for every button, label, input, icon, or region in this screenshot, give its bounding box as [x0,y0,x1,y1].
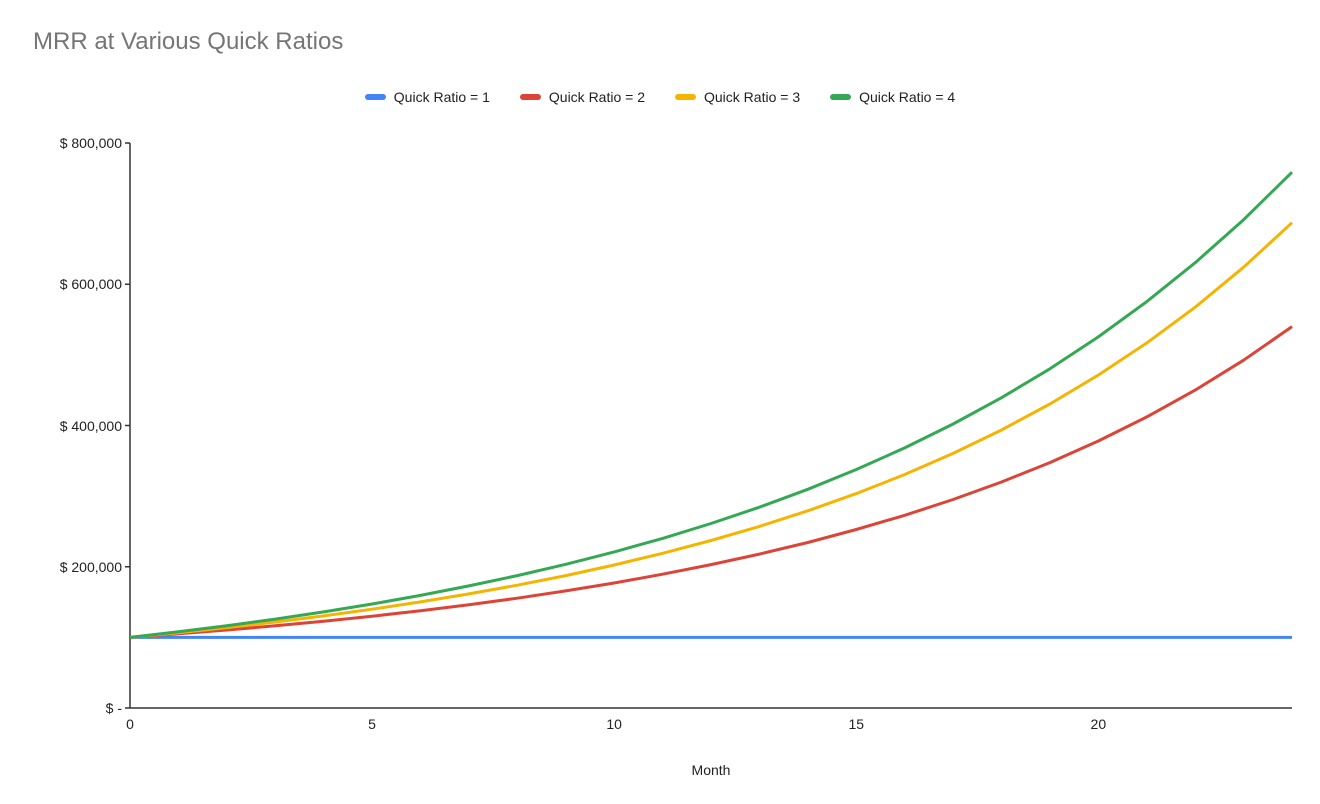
series-line-quick-ratio-2 [129,325,1293,639]
chart-title: MRR at Various Quick Ratios [33,28,344,55]
y-axis-tick-label: $ 600,000 [59,276,122,293]
legend-item-label: Quick Ratio = 1 [393,89,490,105]
y-axis-tick-label: $ 400,000 [59,417,122,434]
x-axis-title: Month [691,762,731,778]
legend-item-quick-ratio-2: Quick Ratio = 2 [519,89,645,105]
series-line-quick-ratio-3 [129,221,1294,639]
legend-item-label: Quick Ratio = 2 [548,89,645,105]
x-axis-tick-label: 10 [606,716,622,732]
legend-item-quick-ratio-1: Quick Ratio = 1 [364,89,490,105]
x-axis-tick-label: 20 [1090,716,1107,732]
series-color-swatch-icon [364,94,386,100]
legend-item-label: Quick Ratio = 3 [704,89,801,105]
series-color-swatch-icon [675,94,696,100]
x-axis-tick-label: 5 [368,716,376,732]
series-line-quick-ratio-4 [129,171,1294,639]
chart-legend: Quick Ratio = 1 Quick Ratio = 2 Quick Rati… [0,89,1320,105]
x-axis-tick-label: 0 [126,716,134,732]
y-axis-tick-label: $ - [105,700,122,716]
legend-item-quick-ratio-3: Quick Ratio = 3 [675,89,800,105]
legend-item-quick-ratio-4: Quick Ratio = 4 [830,89,955,105]
series-color-swatch-icon [830,94,852,100]
y-axis-tick-label: $ 200,000 [59,558,122,575]
legend-item-label: Quick Ratio = 4 [859,89,956,105]
y-axis-tick-label: $ 800,000 [59,135,122,151]
series-color-swatch-icon [519,94,541,100]
x-axis-tick-label: 15 [848,716,865,732]
